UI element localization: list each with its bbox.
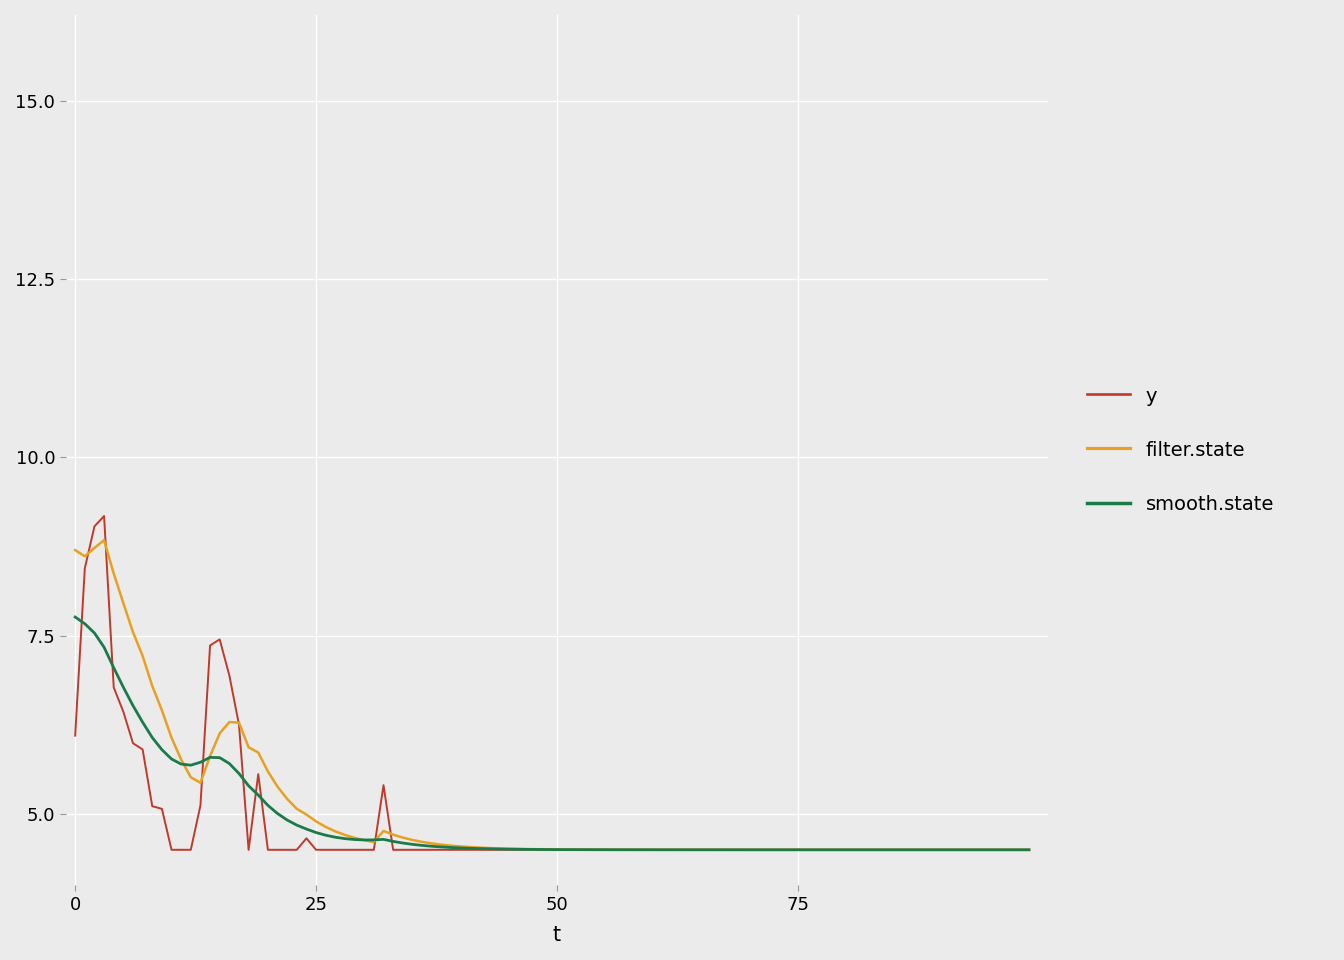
smooth.state bbox=[973, 844, 989, 855]
y bbox=[308, 844, 324, 855]
smooth.state bbox=[289, 819, 305, 830]
y bbox=[67, 730, 83, 741]
smooth.state bbox=[250, 789, 266, 801]
y bbox=[655, 844, 671, 855]
y bbox=[992, 844, 1008, 855]
y bbox=[164, 844, 180, 855]
filter.state bbox=[569, 844, 585, 855]
y bbox=[578, 844, 594, 855]
filter.state bbox=[982, 844, 999, 855]
filter.state bbox=[95, 535, 112, 546]
filter.state bbox=[298, 808, 314, 820]
y bbox=[964, 844, 980, 855]
smooth.state bbox=[1021, 844, 1038, 855]
Line: filter.state: filter.state bbox=[75, 540, 1030, 850]
filter.state bbox=[1021, 844, 1038, 855]
smooth.state bbox=[559, 844, 575, 855]
Legend: y, filter.state, smooth.state: y, filter.state, smooth.state bbox=[1068, 367, 1293, 534]
y bbox=[269, 844, 285, 855]
filter.state bbox=[645, 844, 661, 855]
y bbox=[95, 511, 112, 522]
X-axis label: t: t bbox=[552, 925, 560, 945]
filter.state bbox=[953, 844, 969, 855]
smooth.state bbox=[67, 612, 83, 623]
Line: y: y bbox=[75, 516, 1030, 850]
smooth.state bbox=[943, 844, 960, 855]
filter.state bbox=[259, 766, 276, 778]
y bbox=[1021, 844, 1038, 855]
smooth.state bbox=[636, 844, 652, 855]
filter.state bbox=[67, 544, 83, 556]
Line: smooth.state: smooth.state bbox=[75, 617, 1030, 850]
